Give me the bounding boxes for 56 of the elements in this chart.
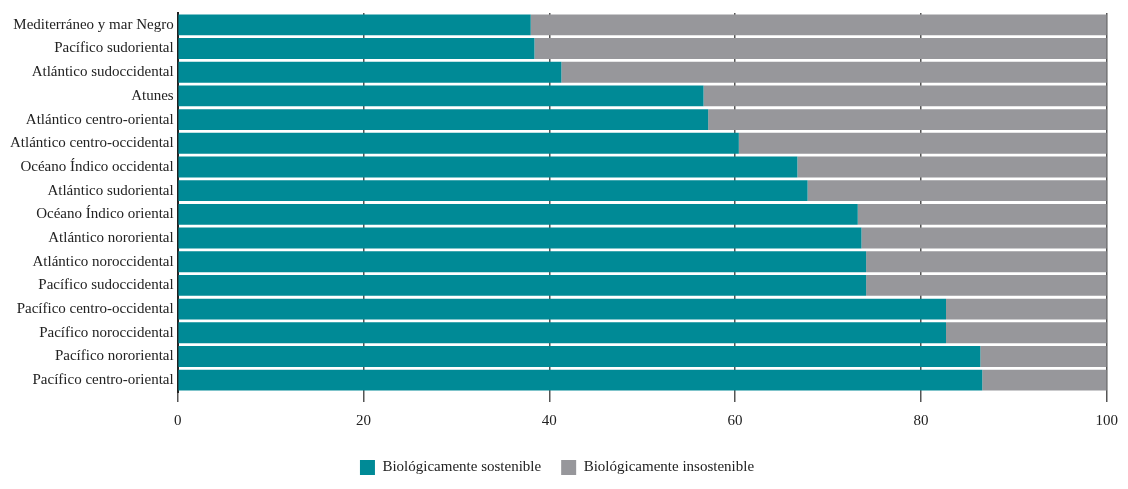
bar xyxy=(857,203,1107,225)
bar xyxy=(178,156,798,178)
bar xyxy=(561,61,1107,83)
y-tick-label: Pacífico centro-occidental xyxy=(16,300,174,317)
bar xyxy=(178,322,947,344)
bar xyxy=(861,227,1107,249)
y-tick-label: Atlántico centro-oriental xyxy=(25,110,174,127)
bar xyxy=(178,203,858,225)
y-tick-label: Pacífico sudoccidental xyxy=(38,276,174,293)
y-tick-label: Atlántico nororiental xyxy=(48,228,174,245)
x-tick-label: 80 xyxy=(913,411,929,428)
y-tick-label: Mediterráneo y mar Negro xyxy=(13,15,174,32)
legend-label: Biológicamente insostenible xyxy=(583,458,755,475)
x-tick-label: 100 xyxy=(1095,411,1118,428)
bar xyxy=(178,298,947,320)
y-tick-label: Pacífico sudoriental xyxy=(54,39,174,56)
bar xyxy=(178,251,867,273)
bar xyxy=(980,346,1107,367)
bar xyxy=(178,274,867,296)
bar xyxy=(797,156,1107,178)
bar xyxy=(178,227,862,249)
bar xyxy=(982,369,1107,391)
y-tick-label: Atunes xyxy=(131,86,174,103)
bar xyxy=(178,369,983,391)
legend-label: Biológicamente sostenible xyxy=(382,458,542,475)
bar xyxy=(530,14,1107,36)
y-tick-label: Atlántico noroccidental xyxy=(32,252,174,269)
x-tick-label: 40 xyxy=(541,411,557,428)
bar xyxy=(178,61,562,83)
y-tick-label: Océano Índico oriental xyxy=(36,205,174,222)
bar xyxy=(708,109,1107,131)
y-tick-label: Pacífico centro-oriental xyxy=(32,371,174,388)
bar xyxy=(738,132,1107,154)
bar xyxy=(703,85,1107,107)
y-tick-label: Atlántico centro-occidental xyxy=(9,134,174,151)
bar xyxy=(178,109,709,131)
x-tick-label: 20 xyxy=(355,411,371,428)
y-tick-label: Pacífico nororiental xyxy=(54,347,174,364)
y-tick-label: Atlántico sudoccidental xyxy=(31,63,174,80)
bar xyxy=(807,180,1107,202)
bar xyxy=(946,322,1107,344)
bar xyxy=(178,14,531,36)
bar xyxy=(534,38,1107,59)
bar xyxy=(946,298,1107,320)
bar xyxy=(178,180,808,202)
y-tick-label: Pacífico noroccidental xyxy=(39,323,174,340)
bar xyxy=(866,274,1107,296)
bar xyxy=(178,38,535,59)
bar xyxy=(178,132,739,154)
bar xyxy=(178,85,704,107)
x-tick-label: 0 xyxy=(173,411,182,428)
y-tick-label: Atlántico sudoriental xyxy=(47,181,174,198)
bar xyxy=(866,251,1107,273)
x-tick-label: 60 xyxy=(727,411,743,428)
bar xyxy=(178,346,981,367)
y-tick-label: Océano Índico occidental xyxy=(20,157,174,174)
